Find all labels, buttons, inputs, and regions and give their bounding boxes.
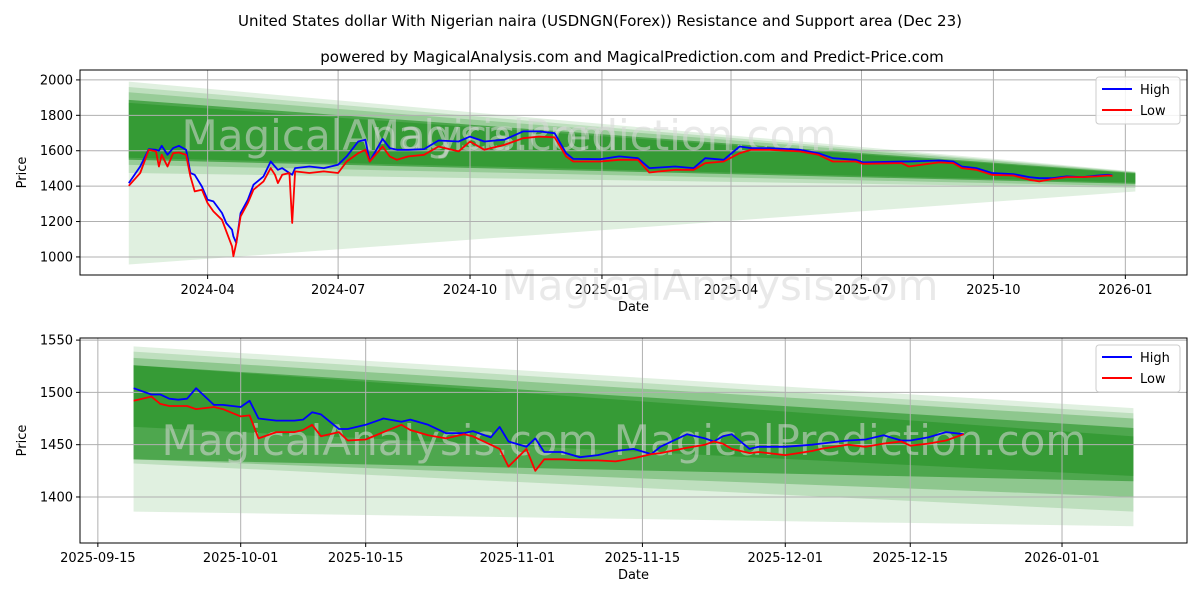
legend-label-high: High bbox=[1140, 83, 1170, 98]
top-chart-axes: 1000 1200 1400 1600 1800 2000 2024-04 2024-07 20… bbox=[15, 69, 1188, 315]
x-tick-label: 2026-01-01 bbox=[1024, 551, 1100, 566]
support-resistance-band bbox=[133, 365, 1134, 482]
support-resistance-band bbox=[133, 351, 1134, 512]
x-tick-label: 2025-12-15 bbox=[872, 551, 948, 566]
x-tick-label: 2025-01 bbox=[575, 283, 629, 298]
y-tick-label: 1550 bbox=[40, 334, 73, 349]
y-tick-label: 1400 bbox=[40, 180, 73, 195]
y-tick-label: 1450 bbox=[40, 438, 73, 453]
y-tick-label: 1600 bbox=[40, 144, 73, 159]
y-axis-label: Price bbox=[15, 157, 30, 189]
series-line-high bbox=[128, 130, 1113, 244]
y-tick-label: 1200 bbox=[40, 215, 73, 230]
x-tick-label: 2025-09-15 bbox=[60, 551, 136, 566]
watermark: MagicalPrediction.com bbox=[364, 111, 837, 160]
x-tick-label: 2024-10 bbox=[443, 283, 497, 298]
x-tick-label: 2025-11-01 bbox=[480, 551, 556, 566]
x-tick-label: 2026-01 bbox=[1098, 283, 1152, 298]
x-tick-label: 2025-12-01 bbox=[747, 551, 823, 566]
chart-subtitle: powered by MagicalAnalysis.com and Magic… bbox=[320, 48, 944, 66]
x-tick-label: 2025-07 bbox=[834, 283, 888, 298]
x-axis-label: Date bbox=[618, 300, 649, 315]
chart-title: United States dollar With Nigerian naira… bbox=[238, 12, 962, 30]
legend-label-low: Low bbox=[1140, 372, 1166, 387]
x-tick-label: 2025-10-15 bbox=[328, 551, 404, 566]
watermark: MagicalAnalysis.com bbox=[502, 261, 939, 310]
watermark: MagicalAnalysis.com bbox=[182, 111, 619, 160]
x-tick-label: 2025-11-15 bbox=[605, 551, 681, 566]
legend: High Low bbox=[1095, 344, 1181, 393]
support-resistance-band bbox=[133, 346, 1134, 527]
y-tick-label: 1000 bbox=[40, 250, 73, 265]
y-tick-label: 1800 bbox=[40, 109, 73, 124]
y-tick-label: 1400 bbox=[40, 490, 73, 505]
bottom-chart-axes: 1400 1450 1500 1550 2025-09-15 2025-10-01 2025… bbox=[15, 334, 1188, 583]
x-tick-label: 2025-04 bbox=[704, 283, 758, 298]
y-tick-label: 2000 bbox=[40, 73, 73, 88]
legend: High Low bbox=[1095, 76, 1181, 125]
x-axis-label: Date bbox=[618, 568, 649, 583]
series-line-low bbox=[128, 135, 1113, 258]
plot-frame bbox=[79, 337, 1188, 544]
legend-label-high: High bbox=[1140, 351, 1170, 366]
y-tick-label: 1500 bbox=[40, 386, 73, 401]
support-resistance-band bbox=[133, 365, 1134, 477]
x-tick-label: 2024-07 bbox=[311, 283, 365, 298]
plot-frame bbox=[79, 69, 1188, 276]
x-tick-label: 2024-04 bbox=[180, 283, 234, 298]
series-line-low bbox=[133, 395, 965, 472]
x-tick-label: 2025-10-01 bbox=[203, 551, 279, 566]
y-axis-label: Price bbox=[15, 425, 30, 457]
legend-label-low: Low bbox=[1140, 104, 1166, 119]
watermark: MagicalAnalysis.com bbox=[162, 416, 599, 465]
x-tick-label: 2025-10 bbox=[966, 283, 1020, 298]
series-line-high bbox=[133, 387, 964, 459]
